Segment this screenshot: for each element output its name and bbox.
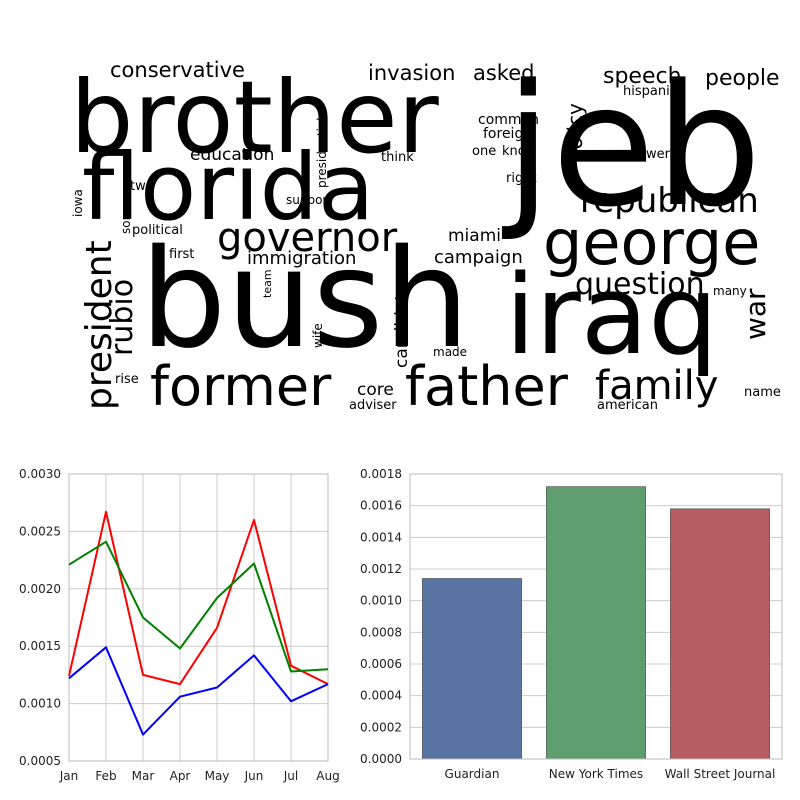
word-political: political — [132, 223, 183, 238]
y-tick-label: 0.0010 — [360, 594, 402, 608]
word-invasion: invasion — [368, 61, 456, 85]
word-rise: rise — [115, 372, 139, 387]
x-tick-label: Jun — [244, 769, 264, 783]
word-iowa: iowa — [71, 189, 85, 217]
word-jeb: jeb — [505, 48, 762, 244]
word-presidential: presidential — [315, 117, 329, 188]
word-speech: speech — [603, 64, 682, 89]
line-plot-frame — [68, 473, 329, 762]
word-republican: republican — [580, 181, 759, 221]
y-tick-label: 0.0016 — [360, 499, 402, 513]
word-education: education — [190, 145, 275, 165]
y-tick-label: 0.0005 — [19, 754, 61, 768]
word-adviser: adviser — [349, 398, 397, 413]
y-tick-label: 0.0012 — [360, 562, 402, 576]
word-support: support — [286, 193, 333, 207]
word-one: one — [472, 144, 497, 159]
bar-2 — [670, 508, 770, 760]
y-tick-label: 0.0015 — [19, 639, 61, 653]
word-first: first — [169, 247, 195, 262]
series-line-0 — [68, 510, 329, 686]
line-plot-area — [69, 474, 328, 761]
y-tick-label: 0.0020 — [19, 582, 61, 596]
x-tick-label: Feb — [95, 769, 116, 783]
word-know: know — [502, 144, 537, 159]
word-cloud: brother jeb florida bush iraq george for… — [70, 48, 781, 418]
word-many: many — [713, 284, 747, 298]
word-answer: answer — [623, 147, 670, 162]
y-tick-label: 0.0018 — [360, 467, 402, 481]
bar-plot-frame — [409, 473, 783, 760]
x-tick-label: Jul — [283, 769, 298, 783]
word-name: name — [744, 385, 781, 400]
word-father: father — [405, 355, 568, 418]
y-tick-label: 0.0030 — [19, 467, 61, 481]
y-tick-label: 0.0008 — [360, 625, 402, 639]
x-tick-label: Guardian — [445, 767, 500, 781]
y-tick-label: 0.0014 — [360, 530, 402, 544]
word-wife: wife — [311, 323, 325, 348]
word-governor: governor — [217, 215, 398, 261]
x-tick-label: May — [205, 769, 230, 783]
x-tick-label: Mar — [132, 769, 155, 783]
x-tick-label: New York Times — [549, 767, 643, 781]
word-miami: miami — [448, 226, 501, 246]
word-asked: asked — [473, 61, 535, 85]
word-candidate: candidate — [392, 283, 412, 368]
word-foreign: foreign — [483, 126, 533, 142]
word-team: team — [261, 269, 274, 298]
word-hispanic: hispanic — [623, 84, 677, 99]
series-line-1 — [68, 540, 329, 673]
y-tick-label: 0.0010 — [19, 697, 61, 711]
bar-0 — [422, 578, 522, 760]
line-chart: 0.0005 0.0010 0.0015 0.0020 0.0025 0.0030 Jan F… — [19, 467, 340, 783]
word-son: son — [119, 212, 133, 234]
word-people: people — [705, 66, 780, 91]
x-tick-label: Aug — [316, 769, 339, 783]
word-american: american — [597, 398, 658, 413]
word-policy: policy — [563, 103, 587, 162]
x-tick-label: Apr — [170, 769, 191, 783]
word-bush: bush — [140, 221, 470, 379]
word-core: core — [357, 380, 394, 400]
word-family: family — [595, 363, 719, 409]
word-right: right — [506, 171, 537, 186]
word-think: think — [381, 150, 414, 165]
y-tick-label: 0.0006 — [360, 657, 402, 671]
word-common: common — [478, 112, 539, 128]
word-george: george — [543, 206, 761, 279]
x-tick-label: Wall Street Journal — [665, 767, 776, 781]
y-tick-label: 0.0002 — [360, 720, 402, 734]
word-rubio: rubio — [105, 278, 140, 356]
word-florida: florida — [82, 134, 375, 241]
x-tick-label: Jan — [59, 769, 79, 783]
y-tick-label: 0.0000 — [360, 752, 402, 766]
word-two: two — [130, 179, 154, 194]
word-made: made — [433, 345, 468, 359]
word-iraq: iraq — [505, 251, 719, 379]
word-campaign: campaign — [434, 247, 523, 268]
word-question: question — [575, 267, 705, 302]
word-brother: brother — [70, 59, 439, 176]
series-line-2 — [68, 646, 329, 736]
word-former: former — [150, 355, 332, 418]
word-immigration: immigration — [247, 248, 357, 269]
bar-chart: 0.0000 0.0002 0.0004 0.0006 0.0008 0.0010 0.00… — [360, 467, 783, 781]
y-tick-label: 0.0025 — [19, 524, 61, 538]
word-conservative: conservative — [110, 58, 245, 82]
bar-1 — [546, 486, 646, 760]
y-tick-label: 0.0004 — [360, 689, 402, 703]
